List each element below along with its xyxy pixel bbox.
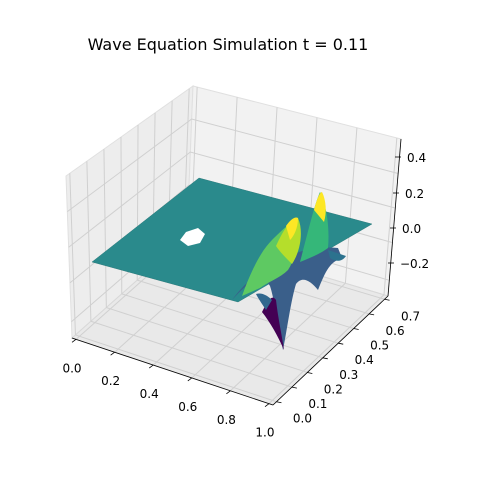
chart-title: Wave Equation Simulation t = 0.11 xyxy=(88,35,369,54)
wave-tail xyxy=(328,250,346,261)
y-grid-line-back xyxy=(103,149,107,308)
y-tick-label: 0.1 xyxy=(308,397,327,411)
y-grid-line-back xyxy=(69,173,76,335)
x-tick-label: 0.2 xyxy=(101,374,120,388)
y-tick-label: 0.3 xyxy=(339,368,358,382)
z-tick-label: 0.4 xyxy=(407,151,426,165)
y-tick-label: 0.6 xyxy=(386,324,405,338)
y-tick-mark xyxy=(384,298,390,301)
x-tick-label: 1.0 xyxy=(255,426,274,440)
x-tick-mark xyxy=(110,351,115,356)
x-tick-label: 0.4 xyxy=(140,387,159,401)
x-tick-mark xyxy=(226,390,231,395)
z-tick-labels: −0.2 0.0 0.2 0.4 xyxy=(388,151,429,271)
x-tick-labels: 0.0 0.2 0.4 0.6 0.8 1.0 xyxy=(62,339,275,440)
x-tick-label: 0.6 xyxy=(178,400,197,414)
y-tick-mark xyxy=(291,386,297,389)
x-tick-mark xyxy=(187,377,193,382)
y-tick-mark xyxy=(307,372,313,374)
y-tick-label: 0.4 xyxy=(355,353,374,367)
x-tick-mark xyxy=(264,403,270,407)
z-axis-line xyxy=(387,138,402,297)
y-grid-line xyxy=(137,279,339,344)
z-tick-label: −0.2 xyxy=(400,257,429,271)
z-grid-line xyxy=(67,118,399,213)
y-tick-label: 0.7 xyxy=(401,309,420,323)
wave-front xyxy=(232,192,346,350)
y-tick-mark xyxy=(338,342,344,345)
surface-hole xyxy=(180,228,205,246)
wave-dip-edge xyxy=(256,293,272,310)
z-grid-line xyxy=(68,151,396,248)
y-tick-label: 0.0 xyxy=(293,412,312,426)
y-grid-line xyxy=(121,293,323,359)
y-tick-mark xyxy=(276,401,282,404)
wave-peak-1 xyxy=(286,217,298,240)
y-tick-mark xyxy=(369,313,375,316)
y-tick-mark xyxy=(353,328,359,330)
y-tick-label: 0.2 xyxy=(324,382,343,396)
y-grid-line-back xyxy=(86,161,92,322)
y-grid-line xyxy=(106,307,308,373)
y-tick-label: 0.5 xyxy=(370,339,389,353)
surface xyxy=(91,177,373,350)
z-tick-label: 0.0 xyxy=(402,222,421,236)
y-grid-line xyxy=(75,334,277,403)
x-grid-line-back xyxy=(344,127,358,284)
surface-sheet xyxy=(91,177,373,303)
x-tick-label: 0.0 xyxy=(62,361,81,375)
x-tick-mark xyxy=(71,339,77,343)
y-grid-line xyxy=(90,320,293,388)
x-tick-mark xyxy=(148,364,154,369)
x-axis-line xyxy=(71,337,274,406)
x-grid-line-back xyxy=(383,137,398,295)
wave-dip xyxy=(262,297,284,350)
y-tick-mark xyxy=(322,357,328,360)
x-tick-label: 0.8 xyxy=(217,413,236,427)
z-tick-label: 0.2 xyxy=(405,187,424,201)
y-tick-labels: 0.00.10.20.30.40.50.60.7 xyxy=(276,298,420,426)
wave-peak-2 xyxy=(314,192,326,222)
